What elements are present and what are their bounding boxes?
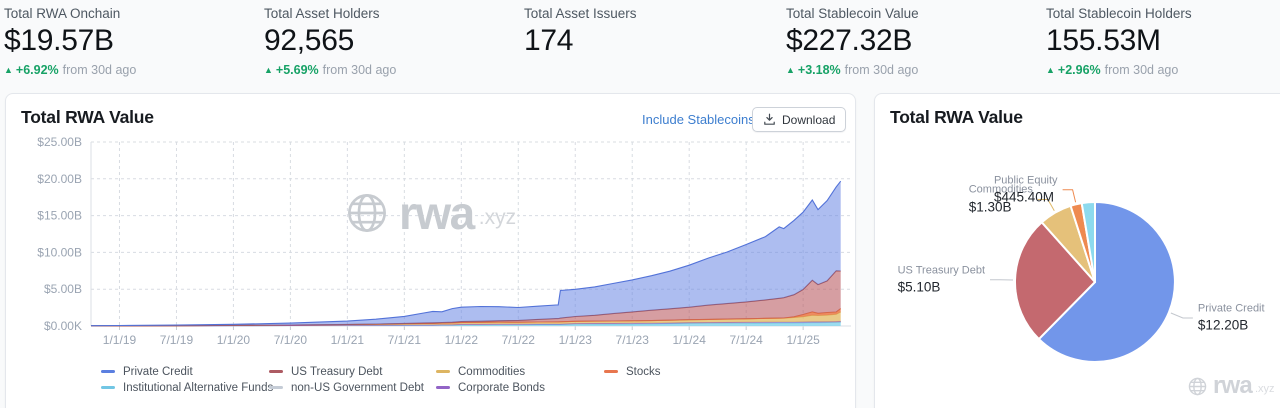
delta-percent: +3.18% (797, 63, 841, 77)
rwa-value-pie-chart[interactable] (875, 94, 1280, 408)
svg-text:1/1/22: 1/1/22 (445, 333, 479, 347)
svg-text:$0.00K: $0.00K (44, 319, 82, 333)
legend-item-institutional-alternative-funds[interactable]: Institutional Alternative Funds (101, 382, 273, 394)
svg-text:1/1/19: 1/1/19 (103, 333, 137, 347)
delta-up-icon: ▲ (4, 65, 13, 75)
svg-text:1/1/21: 1/1/21 (331, 333, 365, 347)
delta-period: from 30d ago (322, 63, 397, 77)
delta-up-icon: ▲ (264, 65, 273, 75)
pie-label-value: $12.20B (1197, 317, 1249, 333)
delta-period: from 30d ago (62, 63, 137, 77)
pie-label-name: Public Equity (993, 174, 1058, 187)
svg-text:$5.00B: $5.00B (44, 282, 82, 296)
legend-swatch (101, 370, 115, 373)
stat-label: Total Asset Issuers (524, 6, 637, 21)
svg-text:7/1/21: 7/1/21 (388, 333, 422, 347)
stat-label: Total Asset Holders (264, 6, 380, 21)
delta-up-icon: ▲ (786, 65, 795, 75)
stat-label: Total RWA Onchain (4, 6, 121, 21)
chart-title: Total RWA Value (21, 107, 154, 127)
legend-swatch (436, 386, 450, 389)
download-icon (764, 113, 775, 125)
pie-label-value: $445.40M (993, 189, 1055, 205)
legend-swatch (101, 386, 115, 389)
legend-item-private-credit[interactable]: Private Credit (101, 366, 193, 378)
svg-text:$20.00B: $20.00B (37, 172, 82, 186)
stat-label: Total Stablecoin Value (786, 6, 919, 21)
stat-total-rwa-onchain: Total RWA Onchain $19.57B ▲ +6.92% from 30… (4, 6, 254, 77)
stat-delta: ▲ +2.96% from 30d ago (1046, 63, 1280, 77)
delta-period: from 30d ago (1104, 63, 1179, 77)
svg-text:7/1/19: 7/1/19 (160, 333, 194, 347)
legend-item-non-us-government-debt[interactable]: non-US Government Debt (269, 382, 424, 394)
delta-percent: +5.69% (275, 63, 319, 77)
pie-label-value: $5.10B (897, 279, 941, 295)
legend-label: Commodities (458, 366, 526, 378)
pie-label-us-treasury-debt: US Treasury Debt $5.10B (898, 263, 985, 296)
stat-label: Total Stablecoin Holders (1046, 6, 1192, 21)
pie-label-name: US Treasury Debt (897, 264, 986, 277)
legend-swatch (436, 370, 450, 373)
svg-text:1/1/23: 1/1/23 (559, 333, 593, 347)
legend-item-corporate-bonds[interactable]: Corporate Bonds (436, 382, 545, 394)
legend-label: US Treasury Debt (291, 366, 383, 378)
delta-percent: +2.96% (1057, 63, 1101, 77)
total-rwa-value-chart-card: Total RWA Value Include Stablecoins Down… (5, 93, 856, 408)
pie-label-public-equity: Public Equity $445.40M (994, 173, 1058, 206)
svg-text:1/1/24: 1/1/24 (673, 333, 707, 347)
delta-period: from 30d ago (844, 63, 919, 77)
stat-value: 174 (524, 24, 574, 57)
download-label: Download (782, 112, 836, 127)
stat-value: $19.57B (4, 24, 114, 57)
legend-swatch (269, 386, 283, 389)
stat-total-asset-holders: Total Asset Holders 92,565 ▲ +5.69% from 3… (264, 6, 514, 77)
include-stablecoins-link[interactable]: Include Stablecoins (642, 112, 755, 127)
stat-delta: ▲ +6.92% from 30d ago (4, 63, 254, 77)
pie-label-value: $1.30B (968, 199, 1012, 215)
download-button[interactable]: Download (752, 107, 847, 132)
stat-value: 92,565 (264, 24, 354, 57)
chart-title: Total RWA Value (890, 107, 1023, 127)
svg-text:$10.00B: $10.00B (37, 245, 82, 259)
stat-value: $227.32B (786, 24, 913, 57)
pie-label-commodities: Commodities $1.30B (969, 183, 1033, 216)
delta-percent: +6.92% (15, 63, 59, 77)
pie-label-name: Private Credit (1197, 302, 1265, 315)
svg-text:1/1/20: 1/1/20 (217, 333, 251, 347)
legend-item-stocks[interactable]: Stocks (604, 366, 661, 378)
svg-text:7/1/20: 7/1/20 (274, 333, 308, 347)
svg-text:1/1/25: 1/1/25 (786, 333, 820, 347)
legend-swatch (269, 370, 283, 373)
svg-text:7/1/24: 7/1/24 (729, 333, 763, 347)
stat-delta: ▲ +5.69% from 30d ago (264, 63, 514, 77)
pie-label-private-credit: Private Credit $12.20B (1198, 302, 1265, 335)
total-rwa-value-pie-card: Total RWA Value Private Credit $12.20B US … (874, 93, 1280, 408)
svg-text:7/1/22: 7/1/22 (502, 333, 536, 347)
stat-total-stablecoin-holders: Total Stablecoin Holders 155.53M ▲ +2.96%… (1046, 6, 1280, 77)
legend-item-commodities[interactable]: Commodities (436, 366, 525, 378)
stat-total-asset-issuers: Total Asset Issuers 174 (524, 6, 774, 58)
legend-label: Corporate Bonds (458, 382, 545, 394)
legend-label: Institutional Alternative Funds (123, 382, 274, 394)
legend-swatch (604, 370, 618, 373)
pie-label-name: Commodities (968, 184, 1033, 197)
stat-total-stablecoin-value: Total Stablecoin Value $227.32B ▲ +3.18% f… (786, 6, 1036, 77)
svg-text:$15.00B: $15.00B (37, 209, 82, 223)
stat-value: 155.53M (1046, 24, 1161, 57)
rwa-value-area-chart[interactable]: $0.00K $5.00B $10.00B $15.00B $20.00B $25.00B… (6, 136, 855, 358)
legend-label: Stocks (626, 366, 661, 378)
legend-item-us-treasury-debt[interactable]: US Treasury Debt (269, 366, 382, 378)
legend-label: non-US Government Debt (291, 382, 424, 394)
svg-text:$25.00B: $25.00B (37, 136, 82, 149)
stat-delta: ▲ +3.18% from 30d ago (786, 63, 1036, 77)
svg-text:7/1/23: 7/1/23 (616, 333, 650, 347)
delta-up-icon: ▲ (1046, 65, 1055, 75)
legend-label: Private Credit (123, 366, 193, 378)
